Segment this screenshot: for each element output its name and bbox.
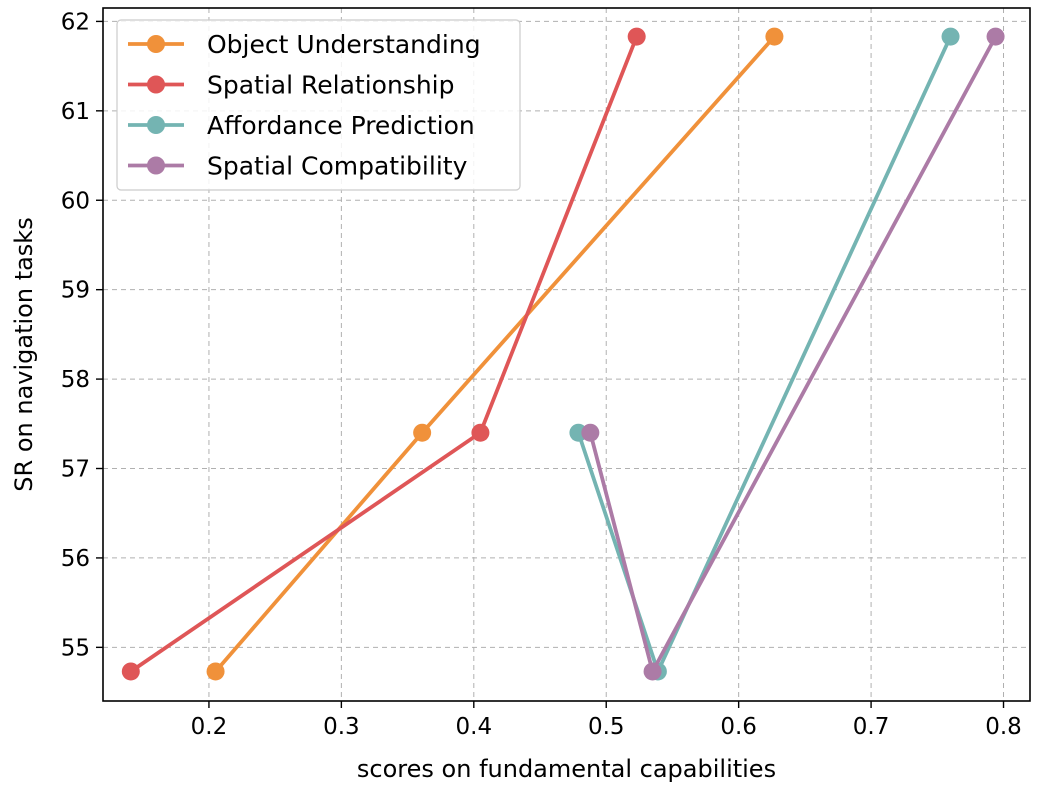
- data-point: [581, 423, 600, 442]
- legend-marker: [147, 156, 165, 175]
- y-axis-label: SR on navigation tasks: [10, 217, 38, 491]
- series-line: [576, 34, 953, 674]
- y-ticks: 55 56 57 58 59 60 61 62: [61, 9, 103, 661]
- x-tick-label: 0.7: [853, 714, 890, 740]
- legend-box: [116, 19, 521, 191]
- y-tick-label: 56: [61, 546, 90, 572]
- data-point: [471, 423, 490, 442]
- legend: Object Understanding Spatial Relationship…: [116, 19, 521, 191]
- legend-marker: [147, 75, 165, 94]
- legend-label: Spatial Compatibility: [207, 152, 468, 181]
- data-point: [627, 27, 646, 46]
- x-ticks: 0.2 0.3 0.4 0.5 0.6 0.7 0.8: [191, 701, 1022, 740]
- y-tick-label: 55: [61, 635, 90, 661]
- data-point: [986, 27, 1005, 46]
- legend-marker: [147, 116, 165, 134]
- legend-item: Spatial Relationship: [128, 71, 455, 100]
- y-tick-label: 57: [61, 457, 90, 483]
- x-tick-label: 0.4: [456, 714, 493, 740]
- series-0: [206, 27, 784, 681]
- data-point: [765, 27, 784, 46]
- x-tick-label: 0.2: [191, 714, 228, 740]
- x-tick-label: 0.5: [588, 714, 625, 740]
- y-tick-label: 62: [61, 9, 90, 35]
- legend-label: Spatial Relationship: [207, 71, 455, 100]
- series-3: [581, 27, 1005, 681]
- data-point: [121, 662, 140, 681]
- data-point: [206, 662, 225, 681]
- legend-item: Affordance Prediction: [128, 111, 475, 140]
- y-tick-label: 59: [61, 278, 90, 304]
- legend-item: Spatial Compatibility: [128, 152, 468, 181]
- y-tick-label: 60: [61, 188, 90, 214]
- legend-item: Object Understanding: [128, 30, 481, 59]
- data-point: [413, 423, 432, 442]
- series-1: [121, 27, 646, 681]
- x-tick-label: 0.6: [720, 714, 757, 740]
- plot-frame: [102, 7, 1031, 702]
- x-tick-label: 0.8: [985, 714, 1022, 740]
- x-axis-label: scores on fundamental capabilities: [357, 755, 776, 783]
- legend-label: Affordance Prediction: [207, 111, 475, 140]
- legend-label: Object Understanding: [207, 30, 481, 59]
- series-layer: [121, 27, 1005, 681]
- data-point: [643, 662, 662, 681]
- x-tick-label: 0.3: [323, 714, 360, 740]
- y-tick-label: 61: [61, 99, 90, 125]
- legend-marker: [147, 35, 165, 53]
- data-point: [941, 27, 960, 46]
- series-line: [588, 34, 998, 674]
- y-tick-label: 58: [61, 367, 90, 393]
